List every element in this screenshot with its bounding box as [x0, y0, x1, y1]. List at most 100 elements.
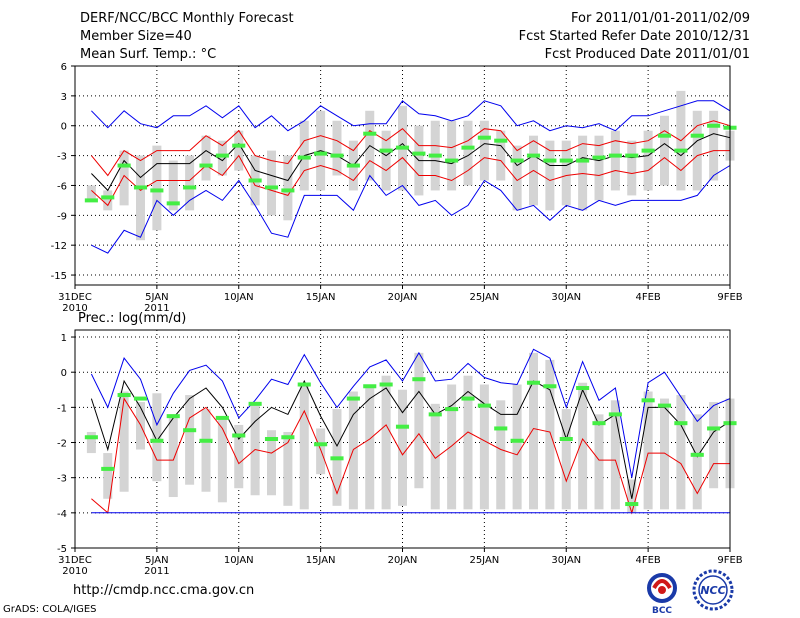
panel2-observed-mark: [477, 403, 491, 408]
panel2-range-bar: [430, 403, 440, 510]
panel2-ytick-label: -5: [57, 544, 67, 555]
panel2-observed-mark: [297, 382, 311, 387]
panel2-observed-mark: [150, 438, 164, 443]
panel2-xtick-label: 30JAN: [551, 555, 581, 566]
panel1-range-bar: [152, 145, 162, 231]
panel1-range-bar: [86, 185, 96, 201]
panel1-ytick-label: 3: [61, 92, 67, 103]
panel1-range-bar: [561, 140, 571, 206]
panel1-observed-mark: [657, 133, 672, 138]
panel2-xtick-year: 2011: [144, 566, 169, 577]
panel2-range-bar: [528, 352, 539, 510]
panel1-range-bar: [447, 120, 457, 191]
panel2-range-bar: [119, 391, 129, 492]
panel2-range-bar: [496, 400, 506, 510]
panel2-observed-mark: [625, 502, 639, 507]
member-size: Member Size=40: [80, 29, 192, 44]
panel2-line-mean: [90, 379, 731, 499]
chart-title: DERF/NCC/BCC Monthly Forecast: [80, 11, 294, 26]
panel1-observed-mark: [576, 158, 590, 163]
panel1-observed-mark: [641, 148, 655, 153]
panel2-xtick-label: 9FEB: [717, 555, 742, 566]
panel1-observed-mark: [445, 158, 459, 163]
panel1-observed-mark: [608, 153, 622, 158]
panel2-observed-mark: [232, 433, 246, 438]
panel1-line-lower: [91, 150, 730, 207]
panel1-observed-mark: [707, 123, 721, 128]
panel1-observed-mark: [543, 158, 557, 163]
panel1-range-bar: [479, 120, 489, 181]
panel2-range-bar: [283, 431, 293, 506]
panel2-range-bar: [578, 382, 588, 510]
panel1-observed-mark: [297, 155, 311, 160]
panel2-range-bar: [463, 375, 473, 510]
panel2-range-bar: [266, 430, 277, 496]
panel1-observed-mark: [215, 153, 229, 158]
panel1-observed-mark: [183, 185, 197, 190]
website-url[interactable]: http://cmdp.ncc.cma.gov.cn: [73, 583, 255, 598]
panel1-xtick-label: 10JAN: [224, 292, 254, 303]
panel1-xtick-label: 20JAN: [388, 292, 418, 303]
panel2-title: Prec.: log(mm/d): [78, 311, 186, 326]
panel2-xtick-label: 4FEB: [635, 555, 660, 566]
panel1-observed-mark: [690, 133, 704, 138]
panel1-observed-mark: [150, 188, 164, 193]
panel2-range-bar: [594, 414, 604, 510]
panel1-range-bar: [119, 150, 129, 206]
panel2-ytick-label: -3: [57, 474, 67, 485]
panel1-range-bar: [266, 150, 277, 216]
panel2-ytick-label: 0: [61, 368, 67, 379]
panel1-range-bar: [283, 155, 293, 221]
panel1-observed-mark: [592, 155, 606, 160]
panel2-observed-mark: [215, 415, 229, 420]
panel1-observed-mark: [510, 158, 524, 163]
bcc-logo: BCC: [647, 573, 677, 616]
panel2-observed-mark: [248, 401, 262, 406]
panel1-range-bar: [463, 120, 473, 186]
panel2-range-bar: [234, 424, 244, 489]
panel1-ytick-label: -12: [51, 241, 67, 252]
fcst-produced-date: Fcst Produced Date 2011/01/01: [544, 47, 750, 62]
panel2-observed-mark: [674, 421, 688, 426]
panel2-observed-mark: [117, 393, 131, 398]
panel1-xtick-label: 30JAN: [551, 292, 581, 303]
panel1-ytick-label: -3: [57, 152, 67, 163]
panel2-range-bar: [692, 414, 702, 510]
forecast-period: For 2011/01/01-2011/02/09: [571, 11, 750, 26]
panel2-range-bar: [610, 400, 620, 510]
bcc-logo-text: BCC: [652, 606, 672, 616]
panel1-observed-mark: [559, 158, 573, 163]
panel2-range-bar: [365, 388, 375, 510]
panel2-range-bar: [103, 453, 113, 499]
panel2-observed-mark: [494, 426, 508, 431]
panel2-observed-mark: [101, 466, 115, 471]
panel1-range-bar: [217, 140, 227, 176]
panel2-observed-mark: [641, 398, 655, 403]
panel2-xtick-label: 10JAN: [224, 555, 254, 566]
panel2-xtick-label: 25JAN: [469, 555, 499, 566]
panel2-observed-mark: [690, 452, 704, 457]
panel1-range-bar: [594, 135, 604, 201]
panel1-xtick-year: 2010: [62, 303, 87, 314]
panel2-observed-mark: [592, 421, 606, 426]
panel1-observed-mark: [477, 135, 491, 140]
panel2-xtick-label: 5JAN: [145, 555, 168, 566]
panel2-range-bar: [316, 428, 326, 475]
panel2-range-bar: [709, 402, 719, 489]
ncc-logo-text: NCC: [700, 584, 725, 597]
panel2-ytick-label: -4: [57, 509, 67, 520]
panel1-observed-mark: [330, 153, 344, 158]
panel1-ytick-label: -9: [57, 211, 67, 222]
panel1-range-bar: [610, 130, 620, 191]
panel1-observed-mark: [166, 201, 180, 206]
panel2-observed-mark: [412, 377, 426, 382]
panel2-observed-mark: [133, 396, 148, 401]
panel2-observed-mark: [608, 412, 622, 417]
grads-credit: GrADS: COLA/IGES: [3, 604, 97, 615]
panel1-observed-mark: [117, 163, 131, 168]
panel2-observed-mark: [346, 396, 360, 401]
panel1-observed-mark: [461, 145, 475, 150]
panel2-xtick-label: 20JAN: [388, 555, 418, 566]
panel2-range-bar: [545, 359, 555, 510]
